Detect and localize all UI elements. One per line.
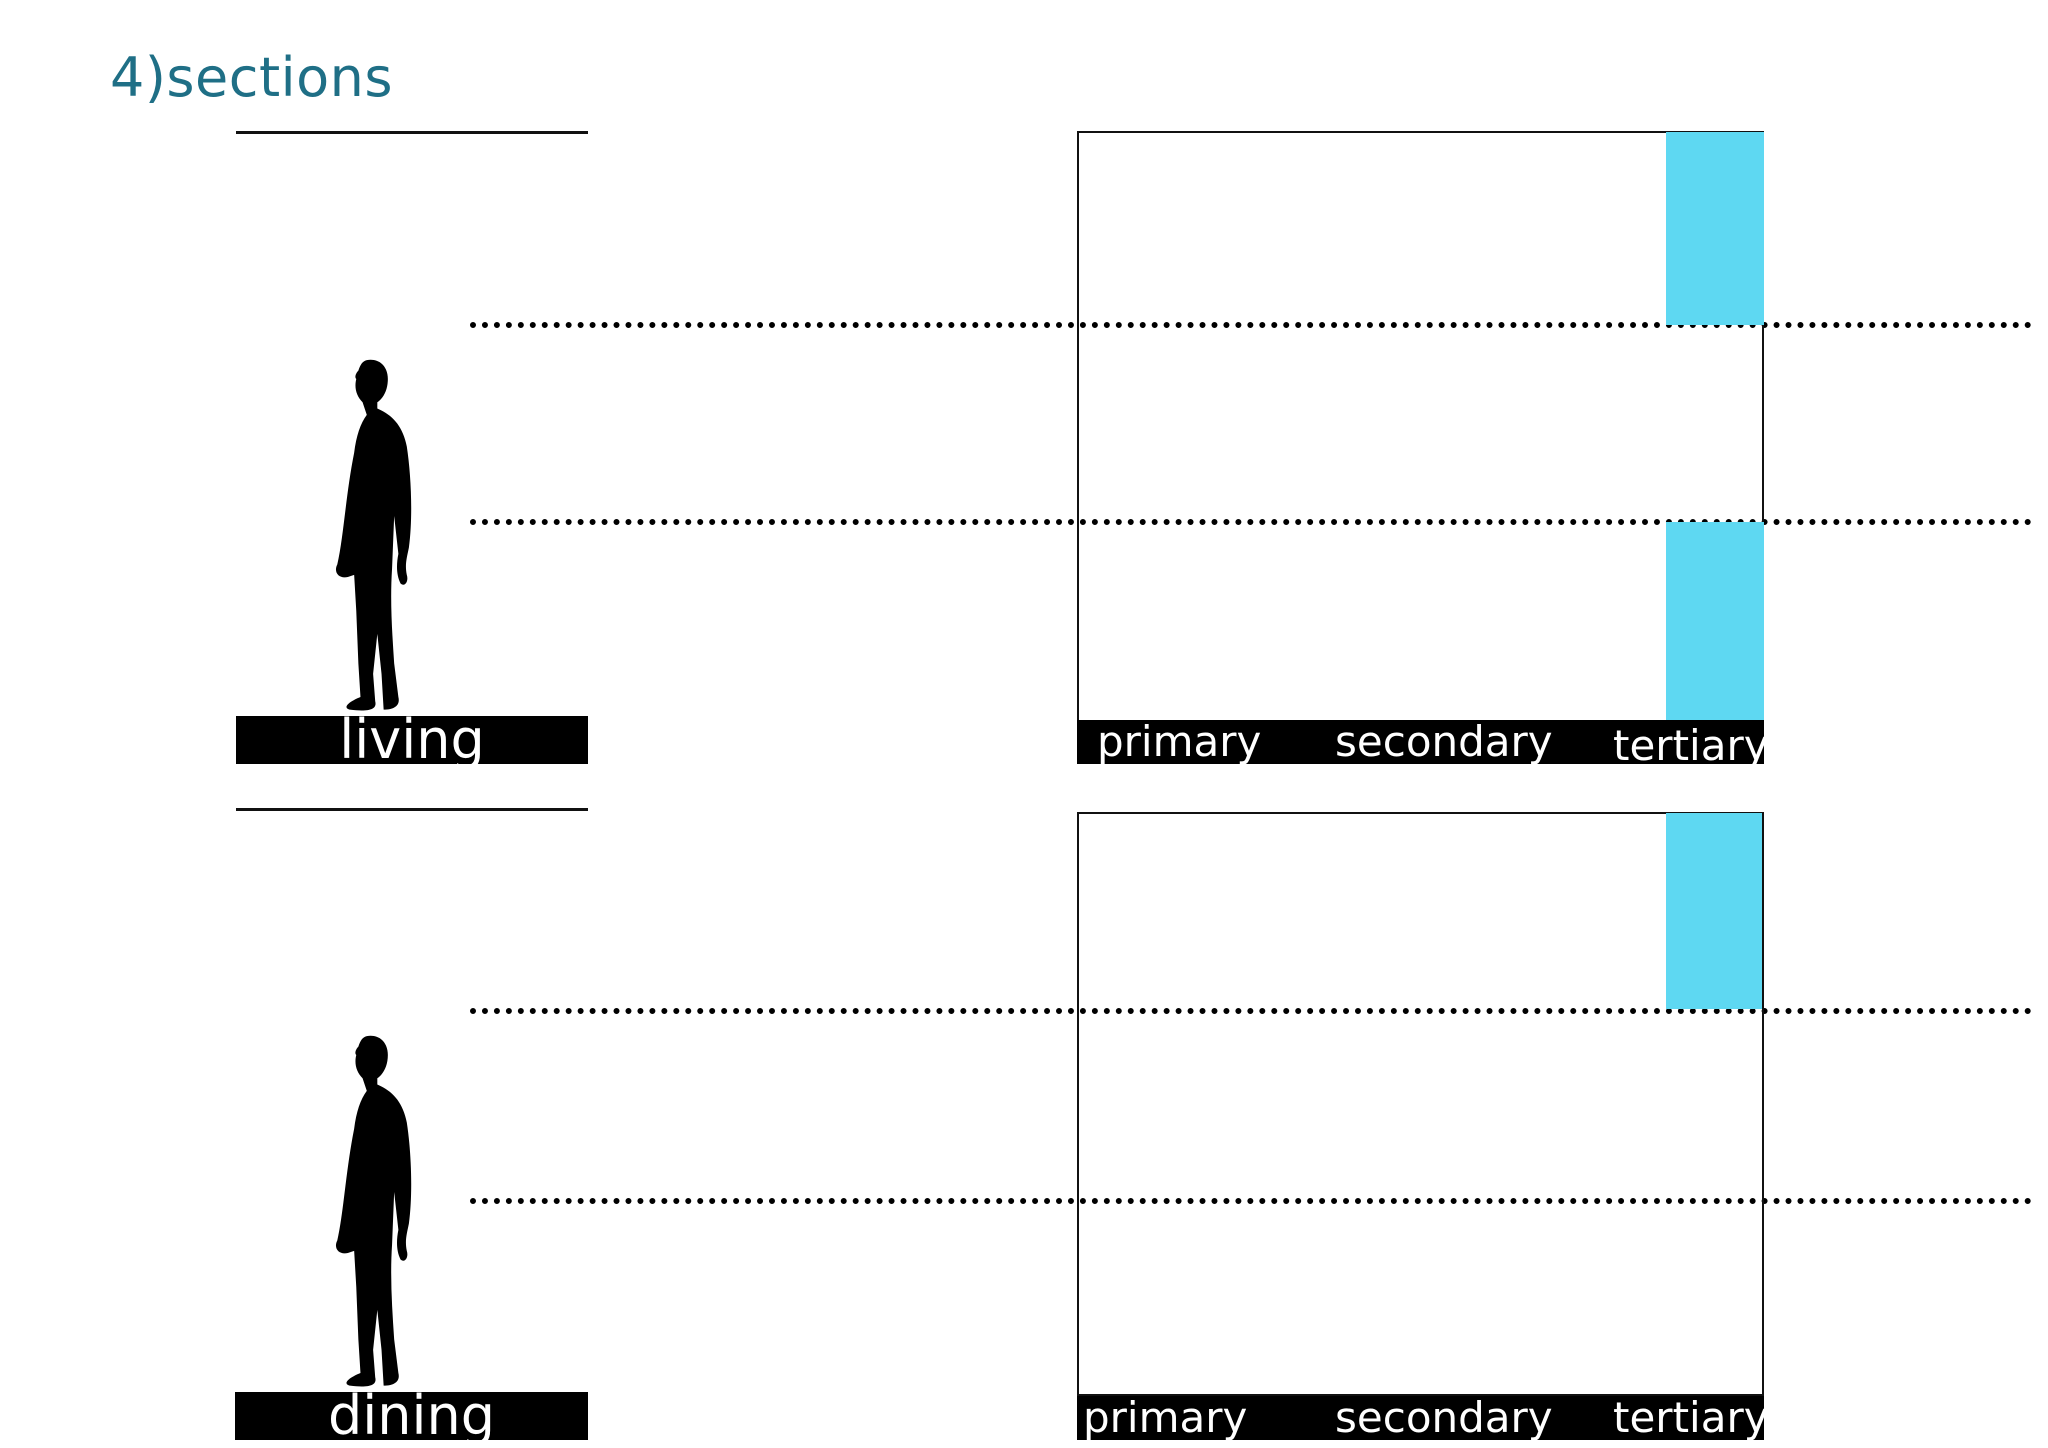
section-frame-dining (1077, 812, 1764, 1396)
room-label-dining: dining (235, 1389, 588, 1443)
page-title: 4)sections (110, 46, 394, 109)
dotted-level-line (470, 1198, 2032, 1204)
room-label-living: living (236, 713, 588, 767)
ceiling-line (236, 131, 588, 134)
room-label-text: dining (327, 1384, 495, 1447)
person-silhouette-icon (335, 359, 412, 711)
category-primary: primary (1097, 717, 1262, 766)
ceiling-line (236, 808, 588, 811)
tertiary-zone-lower (1666, 522, 1764, 723)
category-tertiary: tertiary (1613, 1393, 1769, 1442)
category-secondary: secondary (1335, 1393, 1553, 1442)
dotted-level-line (470, 1008, 2032, 1014)
room-label-text: living (339, 708, 485, 771)
category-bar-living: primary secondary tertiary (1077, 717, 1769, 768)
category-primary: primary (1083, 1393, 1248, 1442)
category-secondary: secondary (1335, 717, 1553, 766)
category-tertiary: tertiary (1613, 721, 1769, 770)
section-frame-living (1077, 131, 1764, 723)
dotted-level-line (470, 322, 2032, 328)
person-silhouette-icon (335, 1035, 412, 1387)
tertiary-zone-upper (1666, 132, 1764, 325)
dotted-level-line (470, 519, 2032, 525)
category-bar-dining: primary secondary tertiary (1077, 1393, 1769, 1442)
tertiary-zone-upper (1666, 813, 1762, 1009)
